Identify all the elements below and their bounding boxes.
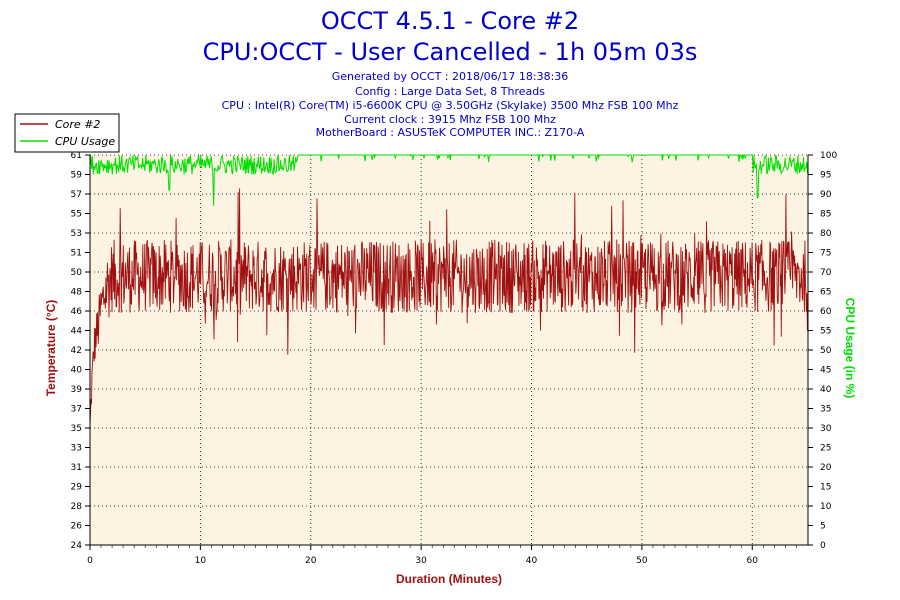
- y-right-tick-label-50: 50: [820, 346, 832, 356]
- y-left-tick-label-35: 35: [71, 424, 82, 434]
- y-left-axis-label: Temperature (°C): [44, 300, 58, 397]
- y-left-tick-label-26: 26: [71, 522, 83, 532]
- y-left-tick-label-31: 31: [71, 463, 82, 473]
- info-line-cpu: CPU : Intel(R) Core(TM) i5-6600K CPU @ 3…: [222, 99, 679, 112]
- y-right-tick-label-70: 70: [820, 268, 832, 278]
- y-left-tick-label-33: 33: [71, 444, 82, 454]
- info-line-config: Config : Large Data Set, 8 Threads: [355, 85, 545, 98]
- y-right-tick-label-25: 25: [820, 444, 831, 454]
- y-right-tick-label-75: 75: [820, 249, 831, 259]
- line-core-2: [89, 188, 808, 426]
- info-line-clock: Current clock : 3915 Mhz FSB 100 Mhz: [344, 113, 556, 126]
- y-left-tick-label-40: 40: [71, 366, 83, 376]
- series-core-2: [89, 188, 808, 426]
- y-right-tick-label-80: 80: [820, 229, 832, 239]
- plot-area: [90, 155, 808, 545]
- y-right-tick-label-30: 30: [820, 424, 832, 434]
- y-left-tick-label-37: 37: [71, 405, 82, 415]
- y-right-tick-label-55: 55: [820, 327, 831, 337]
- y-right-tick-label-5: 5: [820, 522, 826, 532]
- x-tick-label-0: 0: [87, 556, 93, 566]
- y-right-tick-label-90: 90: [820, 190, 832, 200]
- series-cpu-usage: [89, 153, 808, 206]
- y-left-tick-label-39: 39: [71, 385, 83, 395]
- legend-label-core: Core #2: [55, 118, 100, 131]
- y-left-tick-label-29: 29: [71, 483, 83, 493]
- y-right-tick-label-35: 35: [820, 405, 831, 415]
- axes: 0 10 20 30 40 50 60242628293133353739404244464…: [71, 151, 838, 566]
- x-axis-label: Duration (Minutes): [396, 572, 502, 586]
- x-tick-label-30: 30: [415, 556, 427, 566]
- y-left-tick-label-59: 59: [71, 171, 83, 181]
- y-left-tick-label-55: 55: [71, 210, 82, 220]
- y-right-tick-label-15: 15: [820, 483, 831, 493]
- y-right-tick-label-45: 45: [820, 366, 831, 376]
- y-right-tick-label-85: 85: [820, 210, 831, 220]
- y-left-tick-label-51: 51: [71, 249, 82, 259]
- grid: [90, 154, 808, 545]
- y-left-tick-label-44: 44: [71, 327, 83, 337]
- chart-title: OCCT 4.5.1 - Core #2: [321, 7, 579, 35]
- y-right-tick-label-65: 65: [820, 288, 831, 298]
- y-right-tick-label-60: 60: [820, 307, 832, 317]
- y-left-tick-label-50: 50: [71, 268, 83, 278]
- x-tick-label-50: 50: [636, 556, 648, 566]
- x-tick-label-60: 60: [747, 556, 759, 566]
- y-left-tick-label-48: 48: [71, 288, 83, 298]
- x-tick-label-10: 10: [195, 556, 207, 566]
- y-right-tick-label-10: 10: [820, 502, 832, 512]
- y-left-tick-label-57: 57: [71, 190, 82, 200]
- y-right-tick-label-20: 20: [820, 463, 832, 473]
- y-left-tick-label-53: 53: [71, 229, 82, 239]
- y-left-tick-label-24: 24: [71, 541, 83, 551]
- y-left-tick-label-61: 61: [71, 151, 82, 161]
- y-right-tick-label-0: 0: [820, 541, 826, 551]
- y-right-axis-label: CPU Usage (in %): [843, 298, 857, 399]
- line-cpu-usage: [89, 153, 808, 206]
- chart-subtitle: CPU:OCCT - User Cancelled - 1h 05m 03s: [203, 38, 698, 66]
- y-right-tick-label-95: 95: [820, 171, 831, 181]
- y-left-tick-label-42: 42: [71, 346, 82, 356]
- y-right-tick-label-40: 40: [820, 385, 832, 395]
- info-line-motherboard: MotherBoard : ASUSTeK COMPUTER INC.: Z17…: [316, 126, 585, 139]
- legend-label-cpu: CPU Usage: [55, 135, 115, 148]
- x-tick-label-40: 40: [526, 556, 538, 566]
- y-left-tick-label-46: 46: [71, 307, 83, 317]
- y-right-tick-label-100: 100: [820, 151, 837, 161]
- info-line-generated: Generated by OCCT : 2018/06/17 18:38:36: [332, 70, 569, 83]
- legend: Core #2 CPU Usage: [14, 113, 120, 153]
- x-tick-label-20: 20: [305, 556, 317, 566]
- y-left-tick-label-28: 28: [71, 502, 83, 512]
- legend-box: [14, 113, 120, 153]
